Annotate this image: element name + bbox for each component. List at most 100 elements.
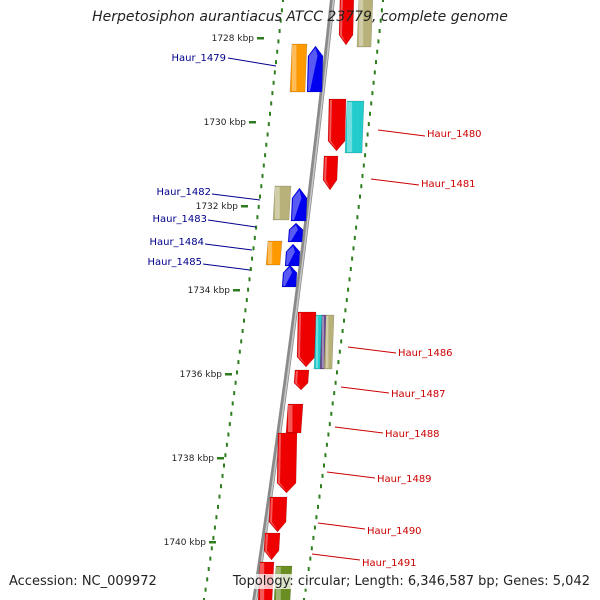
outer-dotted-ring-dot: [337, 360, 340, 365]
gene-feature-haur-1482[interactable]: [290, 187, 308, 222]
outer-dotted-ring-dot: [375, 60, 377, 65]
gene-feature-top-red[interactable]: [338, 0, 355, 46]
inner-dotted-ring-dot: [266, 132, 269, 137]
gene-feature-haur-1489[interactable]: [276, 432, 298, 494]
gene-feature-haur-1481[interactable]: [322, 155, 339, 191]
label-haur-1479[interactable]: Haur_1479: [171, 53, 226, 64]
label-haur-1488[interactable]: Haur_1488: [385, 429, 440, 440]
inner-dotted-ring-dot: [231, 401, 234, 406]
scale-tick: [241, 205, 248, 208]
inner-dotted-ring-dot: [238, 349, 241, 354]
scale-label: 1732 kbp: [196, 202, 239, 212]
gene-feature-haur-1482-khaki[interactable]: [272, 185, 292, 221]
gene-feature-haur-1485[interactable]: [281, 264, 298, 288]
outer-dotted-ring-dot: [379, 18, 382, 23]
gene-feature-haur-1484[interactable]: [284, 243, 301, 267]
inner-dotted-ring-dot: [209, 556, 212, 561]
inner-dotted-ring-dot: [249, 267, 252, 271]
outer-dotted-ring-dot: [365, 142, 368, 147]
inner-dotted-ring-dot: [278, 29, 281, 33]
outer-dotted-ring-dot: [307, 567, 310, 571]
label-haur-1484[interactable]: Haur_1484: [149, 237, 204, 248]
gene-feature-haur-1487[interactable]: [293, 369, 310, 391]
inner-dotted-ring-dot: [203, 598, 205, 600]
gene-feature-haur-1488[interactable]: [285, 403, 304, 434]
inner-dotted-ring-dot: [233, 391, 236, 396]
gene-feature-haur-1491[interactable]: [263, 532, 281, 561]
scale-label: 1730 kbp: [204, 118, 247, 128]
inner-dotted-ring-dot: [269, 111, 271, 116]
inner-dotted-ring-dot: [255, 225, 258, 230]
inner-dotted-ring-dot: [217, 504, 219, 509]
scale-label: 1728 kbp: [212, 34, 255, 44]
label-haur-1489[interactable]: Haur_1489: [377, 474, 432, 485]
inner-dotted-ring-dot: [230, 411, 233, 416]
outer-dotted-ring-dot: [309, 556, 312, 561]
label-haur-1480[interactable]: Haur_1480: [427, 129, 482, 140]
inner-dotted-ring-dot: [215, 515, 218, 520]
inner-dotted-ring-dot: [244, 308, 247, 313]
outer-dotted-ring-dot: [340, 339, 343, 344]
inner-dotted-ring-dot: [236, 370, 238, 375]
inner-dotted-ring-dot: [245, 298, 248, 302]
inner-dotted-ring-dot: [276, 49, 279, 54]
inner-dotted-ring-dot: [237, 360, 240, 365]
outer-dotted-ring-dot: [347, 287, 350, 292]
scale-label: 1738 kbp: [172, 454, 215, 464]
label-haur-1485[interactable]: Haur_1485: [147, 257, 202, 268]
leader-haur-1480: [377, 129, 426, 137]
inner-dotted-ring-dot: [267, 122, 270, 127]
inner-dotted-ring-dot: [213, 525, 216, 530]
inner-dotted-ring-dot: [257, 204, 260, 209]
inner-dotted-ring-dot: [210, 546, 213, 551]
outer-dotted-ring-dot: [348, 277, 351, 282]
gene-feature-haur-1480[interactable]: [344, 100, 365, 154]
inner-dotted-ring-dot: [262, 163, 265, 168]
inner-dotted-ring-dot: [240, 339, 243, 344]
label-haur-1490[interactable]: Haur_1490: [367, 526, 422, 537]
inner-dotted-ring-dot: [282, 0, 284, 2]
gene-feature-top-khaki[interactable]: [356, 0, 374, 48]
label-haur-1486[interactable]: Haur_1486: [398, 348, 453, 359]
outer-dotted-ring-dot: [328, 422, 331, 427]
backbone-line: [252, 0, 335, 600]
outer-dotted-ring-dot: [361, 173, 364, 178]
outer-dotted-ring-dot: [352, 246, 355, 251]
gene-feature-haur-1490[interactable]: [268, 496, 288, 533]
label-haur-1491[interactable]: Haur_1491: [362, 558, 417, 569]
leader-haur-1482: [211, 193, 261, 201]
outer-dotted-ring-dot: [303, 598, 305, 600]
outer-dotted-ring-dot: [304, 587, 307, 592]
gene-feature-haur-1483[interactable]: [287, 222, 304, 243]
scale-tick: [217, 457, 224, 460]
outer-dotted-ring-dot: [373, 70, 376, 75]
leader-haur-1487: [340, 386, 390, 394]
gene-feature-haur-1486-red[interactable]: [296, 311, 317, 368]
scale-label: 1736 kbp: [180, 370, 223, 380]
outer-dotted-ring-dot: [315, 515, 318, 520]
outer-dotted-ring-dot: [338, 349, 341, 354]
outer-dotted-ring-dot: [333, 391, 336, 396]
inner-dotted-ring-dot: [275, 60, 277, 65]
outer-dotted-ring-dot: [336, 370, 338, 375]
inner-dotted-ring-dot: [273, 70, 276, 75]
label-haur-1483[interactable]: Haur_1483: [152, 214, 207, 225]
leader-haur-1484: [204, 243, 253, 251]
outer-dotted-ring-dot: [325, 442, 328, 447]
gene-feature-haur-1484-orange[interactable]: [265, 240, 283, 266]
leader-haur-1481: [370, 178, 420, 186]
inner-dotted-ring-dot: [206, 577, 209, 582]
gene-feature-haur-1479-orange[interactable]: [289, 43, 308, 93]
gene-feature-haur-1480-red[interactable]: [327, 98, 347, 152]
gene-feature-haur-1486[interactable]: [323, 314, 335, 370]
label-haur-1482[interactable]: Haur_1482: [156, 187, 211, 198]
label-haur-1487[interactable]: Haur_1487: [391, 389, 446, 400]
scale-tick: [257, 37, 264, 40]
label-haur-1481[interactable]: Haur_1481: [421, 179, 476, 190]
outer-dotted-ring-dot: [366, 132, 369, 137]
scale-label: 1734 kbp: [188, 286, 231, 296]
gene-feature-haur-1479[interactable]: [306, 45, 324, 93]
accession-text: Accession: NC_009972: [9, 574, 157, 589]
inner-dotted-ring-dot: [241, 329, 244, 333]
